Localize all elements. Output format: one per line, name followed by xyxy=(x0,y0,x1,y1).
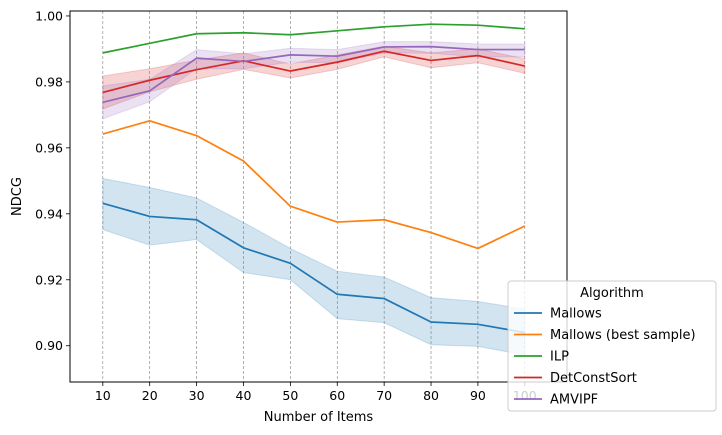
series-line xyxy=(102,202,525,334)
confidence-bands xyxy=(102,41,526,356)
legend: Algorithm Mallows Mallows (best sample) IL… xyxy=(507,280,717,412)
y-tick-label: 0.98 xyxy=(35,74,63,89)
series-line xyxy=(102,23,525,54)
x-axis-ticks: 102030405060708090100 xyxy=(95,382,537,403)
legend-label: DetConstSort xyxy=(550,371,637,386)
x-tick-label: 30 xyxy=(189,388,205,403)
x-tick-label: 70 xyxy=(376,388,392,403)
series-lines xyxy=(102,23,526,334)
y-tick-label: 0.94 xyxy=(35,206,63,221)
x-tick-label: 10 xyxy=(95,388,111,403)
plot-frame xyxy=(69,10,568,383)
y-tick-label: 0.96 xyxy=(35,140,63,155)
x-tick-label: 40 xyxy=(236,388,252,403)
legend-label: Mallows xyxy=(550,307,602,322)
confidence-band xyxy=(102,177,526,356)
legend-label: ILP xyxy=(550,350,569,365)
x-tick-label: 90 xyxy=(470,388,486,403)
series-line xyxy=(102,119,526,250)
y-tick-label: 1.00 xyxy=(35,8,63,23)
y-axis-label: NDCG xyxy=(10,177,25,216)
x-tick-label: 20 xyxy=(142,388,158,403)
x-tick-label: 80 xyxy=(423,388,439,403)
legend-label: AMVIPF xyxy=(550,393,598,408)
legend-items: Mallows Mallows (best sample) ILP DetConstS… xyxy=(514,307,696,408)
x-axis-label: Number of Items xyxy=(264,410,374,425)
y-tick-label: 0.90 xyxy=(35,338,63,353)
legend-title: Algorithm xyxy=(580,286,644,301)
x-tick-label: 50 xyxy=(282,388,298,403)
confidence-band xyxy=(102,41,526,120)
grid xyxy=(102,11,526,382)
y-tick-label: 0.92 xyxy=(35,272,63,287)
x-tick-label: 60 xyxy=(329,388,345,403)
y-axis-ticks: 0.90 0.92 0.94 0.96 0.98 1.00 xyxy=(35,8,70,353)
series-line xyxy=(102,45,525,104)
legend-box xyxy=(507,280,717,412)
confidence-band xyxy=(102,45,526,110)
legend-label: Mallows (best sample) xyxy=(550,328,696,343)
